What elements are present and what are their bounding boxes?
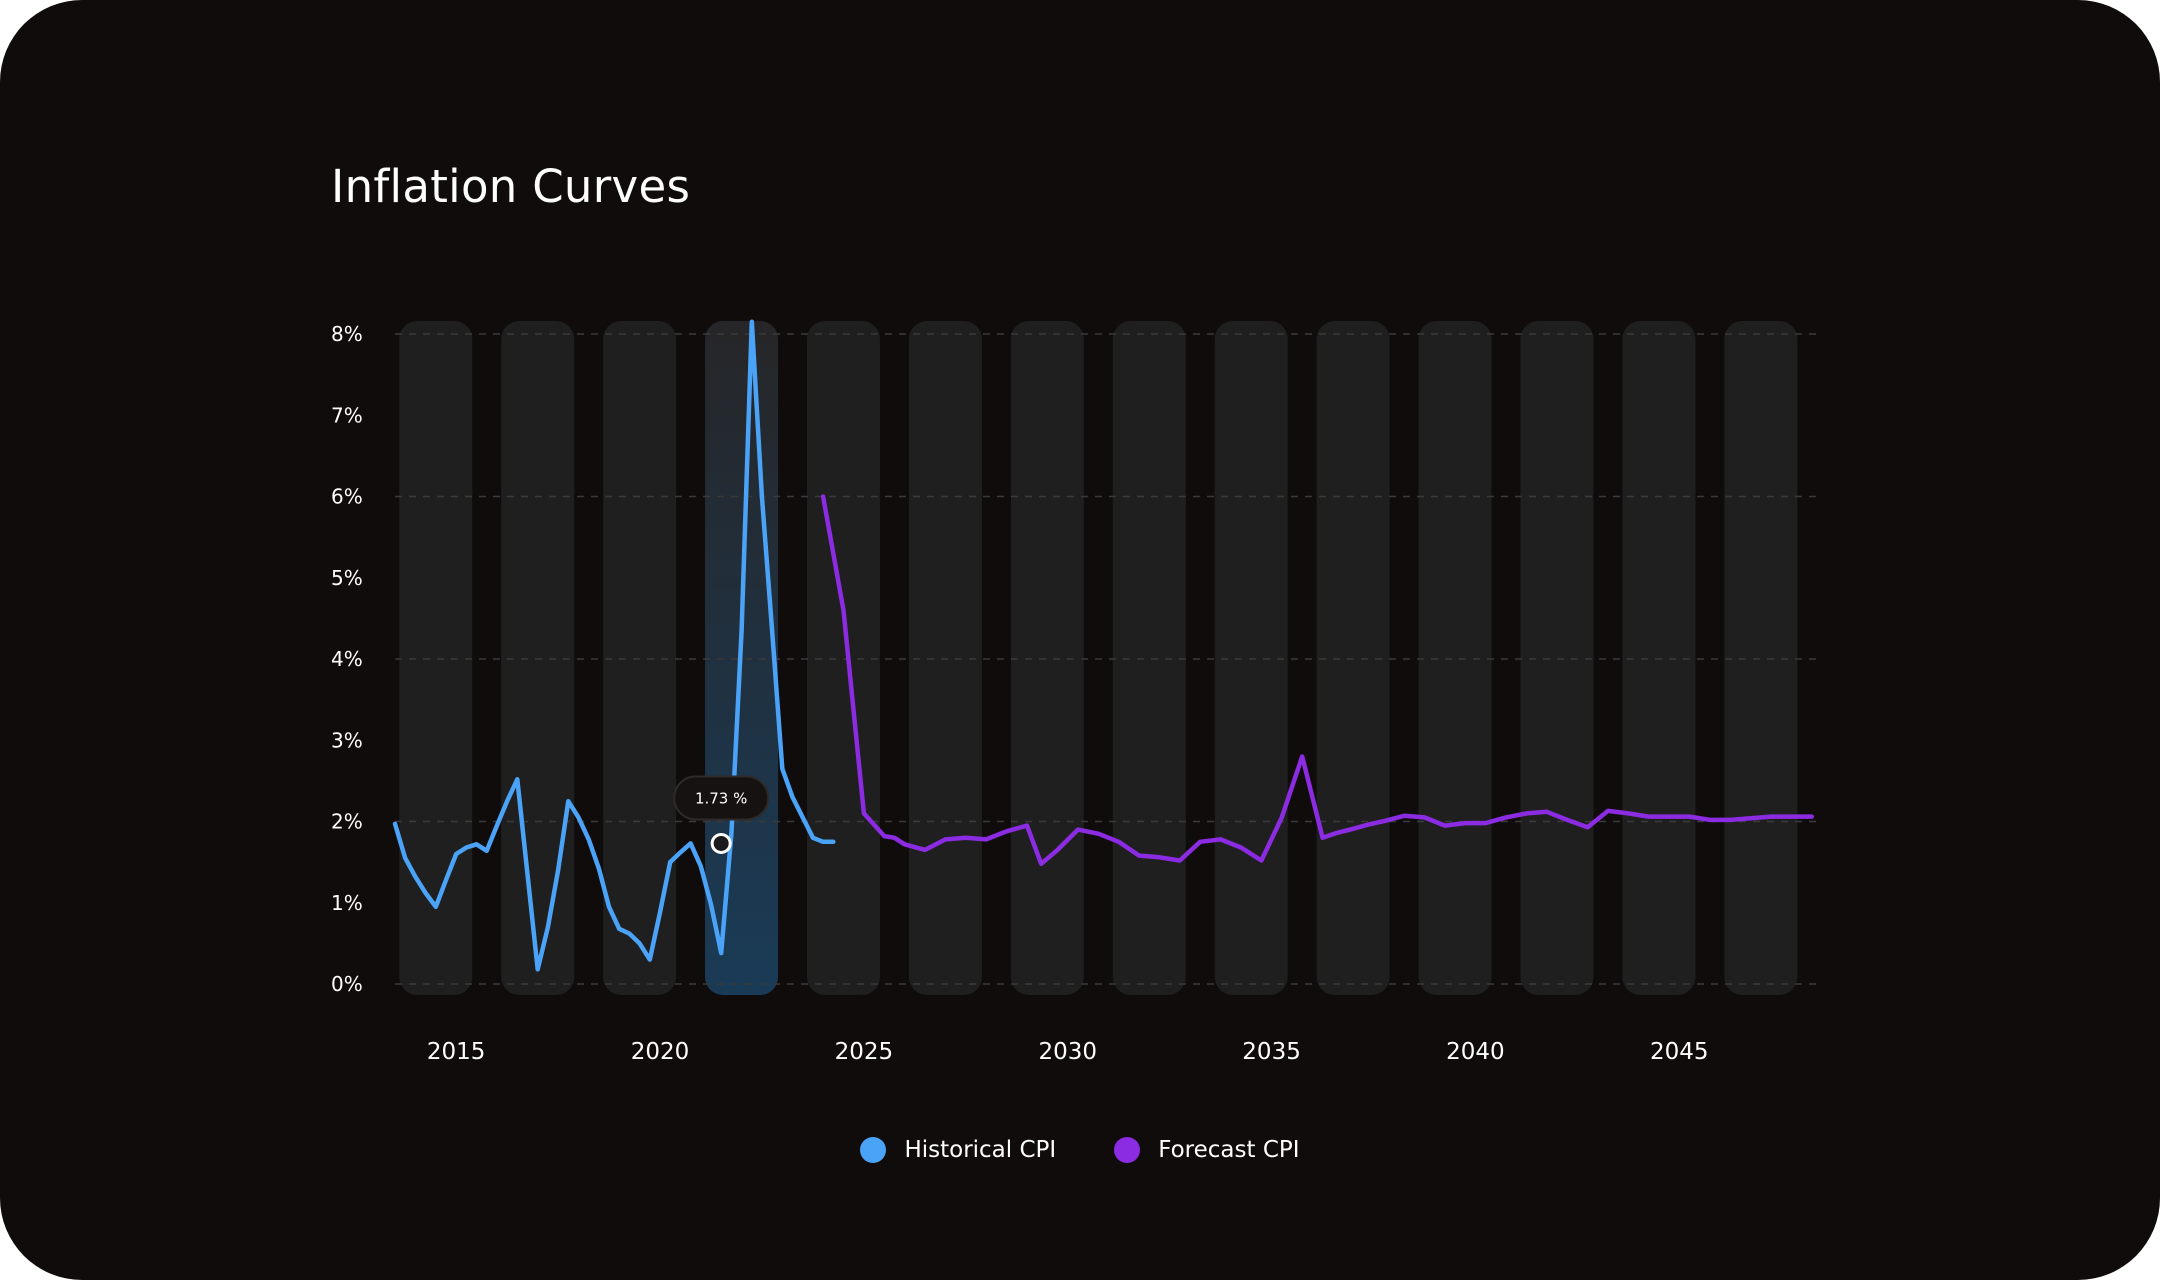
column-band-11 bbox=[1520, 321, 1594, 995]
chart-title: Inflation Curves bbox=[331, 160, 691, 213]
y-tick-label: 3% bbox=[331, 728, 363, 752]
column-band-5 bbox=[908, 321, 982, 995]
x-tick-label: 2035 bbox=[1242, 1039, 1301, 1065]
legend-label-historical: Historical CPI bbox=[904, 1137, 1057, 1163]
column-band-8 bbox=[1214, 321, 1288, 995]
column-band-12 bbox=[1622, 321, 1696, 995]
legend-item-historical[interactable]: Historical CPI bbox=[860, 1137, 1056, 1163]
y-tick-label: 1% bbox=[331, 891, 363, 915]
column-band-4 bbox=[806, 321, 880, 995]
column-band-13 bbox=[1724, 321, 1798, 995]
x-tick-label: 2025 bbox=[835, 1039, 894, 1065]
x-tick-label: 2045 bbox=[1650, 1039, 1709, 1065]
x-tick-label: 2030 bbox=[1038, 1039, 1097, 1065]
y-tick-label: 6% bbox=[331, 485, 363, 509]
legend-marker-historical bbox=[860, 1137, 887, 1163]
tooltip-label: 1.73 % bbox=[695, 789, 747, 807]
y-tick-label: 0% bbox=[331, 972, 363, 996]
tooltip: 1.73 % bbox=[673, 775, 770, 854]
legend-label-forecast: Forecast CPI bbox=[1158, 1137, 1300, 1163]
legend-item-forecast[interactable]: Forecast CPI bbox=[1114, 1137, 1300, 1163]
tooltip-box bbox=[673, 775, 770, 821]
y-tick-label: 2% bbox=[331, 810, 363, 834]
column-band-2 bbox=[603, 321, 677, 995]
y-tick-label: 5% bbox=[331, 566, 363, 590]
column-band-7 bbox=[1112, 321, 1186, 995]
y-tick-label: 8% bbox=[331, 322, 363, 346]
y-tick-label: 7% bbox=[331, 403, 363, 427]
forecast-cpi-line bbox=[820, 494, 1815, 867]
x-tick-label: 2015 bbox=[427, 1039, 486, 1065]
column-band-1 bbox=[501, 321, 575, 995]
legend: Historical CPI Forecast CPI bbox=[0, 1137, 2160, 1163]
historical-cpi-line bbox=[392, 319, 836, 972]
column-band-0 bbox=[399, 321, 473, 995]
x-tick-label: 2020 bbox=[631, 1039, 690, 1065]
legend-marker-forecast bbox=[1114, 1137, 1141, 1163]
column-band-10 bbox=[1418, 321, 1492, 995]
column-band-6 bbox=[1010, 321, 1084, 995]
column-band-9 bbox=[1316, 321, 1390, 995]
tooltip-marker bbox=[710, 832, 732, 854]
x-tick-label: 2040 bbox=[1446, 1039, 1505, 1065]
y-tick-label: 4% bbox=[331, 647, 363, 671]
